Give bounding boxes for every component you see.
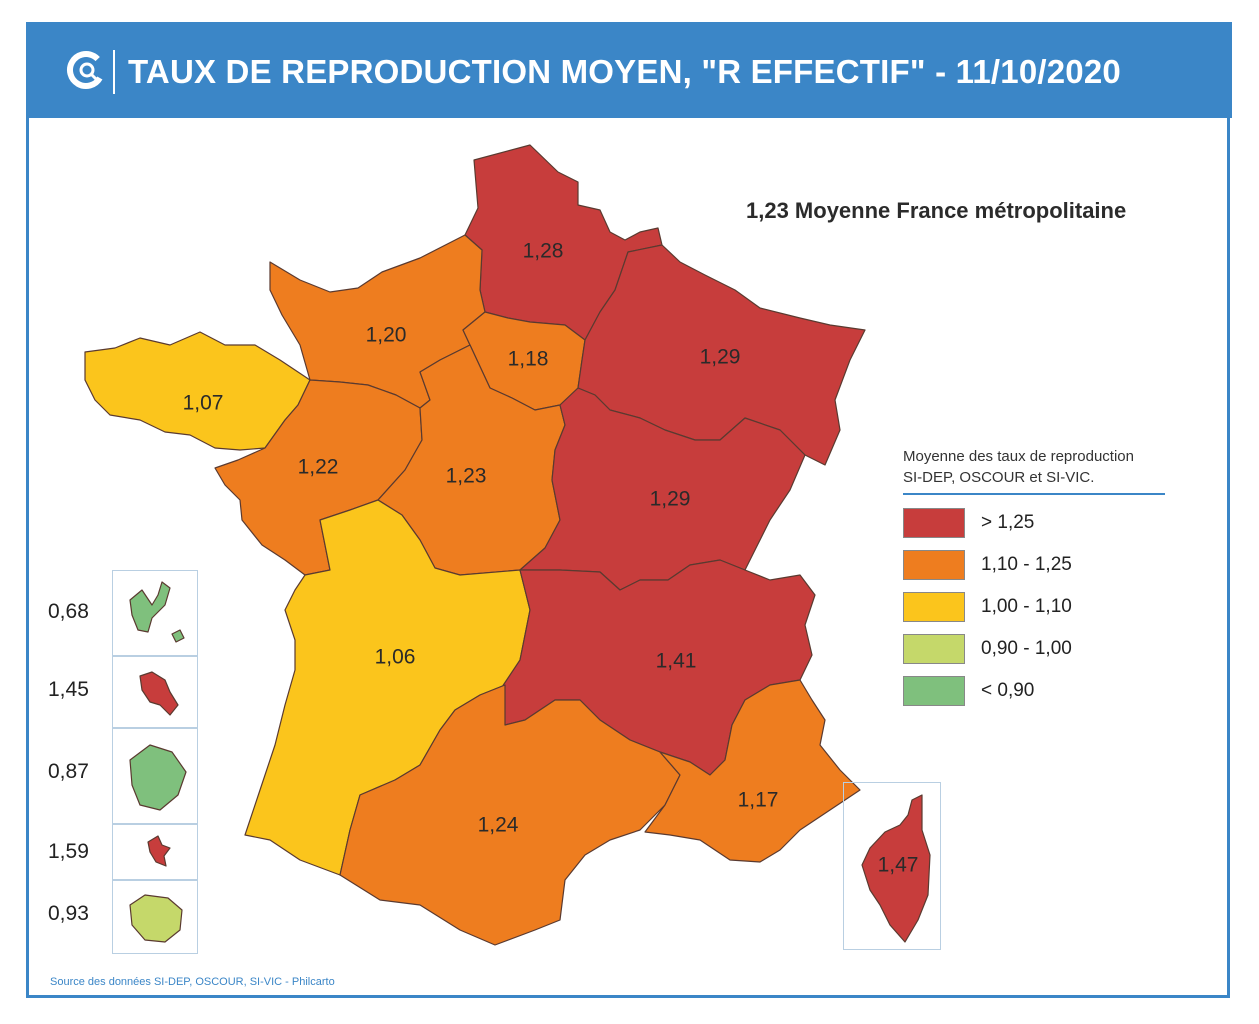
- region-value-label: 1,47: [878, 854, 919, 877]
- legend-label: 0,90 - 1,00: [981, 638, 1072, 659]
- martinique-value: 1,45: [48, 678, 89, 701]
- region-value-label: 1,29: [700, 346, 741, 369]
- region-value-label: 1,22: [298, 456, 339, 479]
- legend-swatch: [903, 508, 965, 538]
- guadeloupe-box: [112, 570, 198, 656]
- region-paca: [644, 679, 861, 863]
- legend-title: Moyenne des taux de reproduction SI-DEP,…: [903, 446, 1203, 488]
- mayotte-value: 1,59: [48, 840, 89, 863]
- legend-title-line2: SI-DEP, OSCOUR et SI-VIC.: [903, 469, 1095, 486]
- legend-swatch: [903, 634, 965, 664]
- region-value-label: 1,17: [738, 789, 779, 812]
- region-value-label: 1,41: [656, 650, 697, 673]
- region-value-label: 1,24: [478, 814, 519, 837]
- legend-label: 1,00 - 1,10: [981, 596, 1072, 617]
- reunion-box: [112, 880, 198, 954]
- legend-divider: [903, 493, 1165, 495]
- reunion-value: 0,93: [48, 902, 89, 925]
- guadeloupe-shape: [129, 581, 171, 633]
- corsica-box: [843, 782, 941, 950]
- legend-item: 1,00 - 1,10: [903, 592, 1223, 624]
- guyane-box: [112, 728, 198, 824]
- legend-item: < 0,90: [903, 676, 1223, 708]
- region-value-label: 1,29: [650, 488, 691, 511]
- region-value-label: 1,07: [183, 392, 224, 415]
- legend-label: > 1,25: [981, 512, 1035, 533]
- average-label: 1,23 Moyenne France métropolitaine: [746, 198, 1127, 223]
- region-value-label: 1,23: [446, 465, 487, 488]
- guyane-shape: [129, 744, 187, 811]
- logo-icon: [67, 51, 105, 89]
- region-value-label: 1,18: [508, 348, 549, 371]
- legend-item: 0,90 - 1,00: [903, 634, 1223, 666]
- legend-swatch: [903, 676, 965, 706]
- legend-title-line1: Moyenne des taux de reproduction: [903, 448, 1134, 465]
- region-value-label: 1,06: [375, 646, 416, 669]
- guadeloupe-island-shape: [171, 629, 185, 643]
- region-value-label: 1,20: [366, 324, 407, 347]
- guyane-value: 0,87: [48, 760, 89, 783]
- legend-item: 1,10 - 1,25: [903, 550, 1223, 582]
- region-corse: [861, 794, 931, 943]
- source-note: Source des données SI-DEP, OSCOUR, SI-VI…: [50, 976, 335, 988]
- legend-item: > 1,25: [903, 508, 1223, 540]
- region-occitanie: [339, 684, 681, 946]
- page-title: TAUX DE REPRODUCTION MOYEN, "R EFFECTIF"…: [128, 53, 1121, 90]
- mayotte-box: [112, 824, 198, 880]
- martinique-box: [112, 656, 198, 728]
- region-value-label: 1,28: [523, 240, 564, 263]
- guadeloupe-value: 0,68: [48, 600, 89, 623]
- legend-swatch: [903, 550, 965, 580]
- legend-label: < 0,90: [981, 680, 1035, 701]
- legend-swatch: [903, 592, 965, 622]
- reunion-shape: [129, 894, 183, 943]
- header-bar: [26, 22, 1232, 118]
- mayotte-shape: [147, 835, 171, 867]
- martinique-shape: [139, 671, 179, 716]
- legend-label: 1,10 - 1,25: [981, 554, 1072, 575]
- header-separator: [113, 50, 115, 94]
